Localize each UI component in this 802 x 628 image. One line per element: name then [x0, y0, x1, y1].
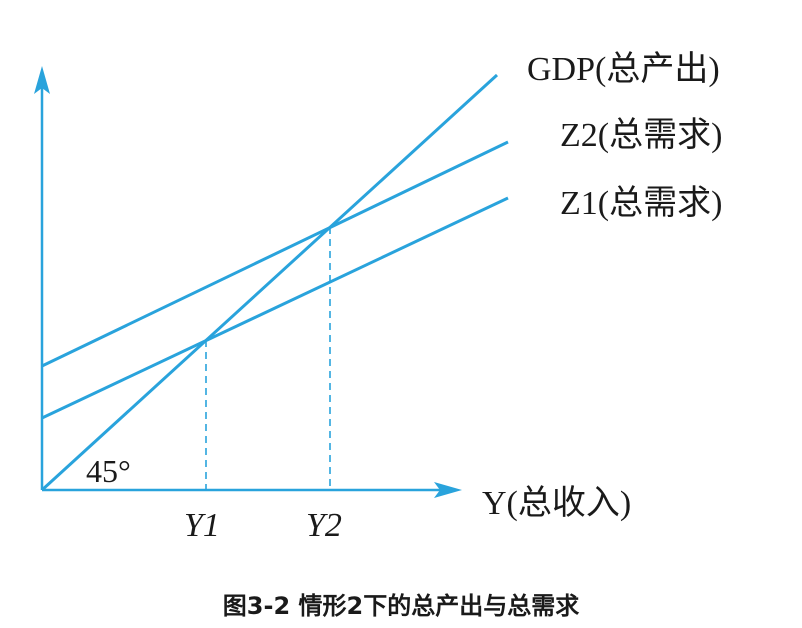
z1-line-label: Z1(总需求)	[560, 184, 722, 222]
tick-label-y2: Y2	[306, 507, 342, 544]
tick-label-y1: Y1	[184, 507, 220, 544]
x-axis-label: Y(总收入)	[482, 484, 631, 522]
figure-caption: 图3-2 情形2下的总产出与总需求	[223, 592, 579, 620]
x-axis-arrow	[434, 482, 462, 498]
z2-line	[41, 140, 509, 368]
z1-line	[41, 196, 509, 420]
gdp-line	[40, 73, 499, 492]
z2-line-label: Z2(总需求)	[560, 116, 722, 154]
y-axis-arrow	[34, 66, 50, 94]
gdp-line-label: GDP(总产出)	[527, 50, 720, 88]
angle-label: 45°	[86, 453, 131, 489]
